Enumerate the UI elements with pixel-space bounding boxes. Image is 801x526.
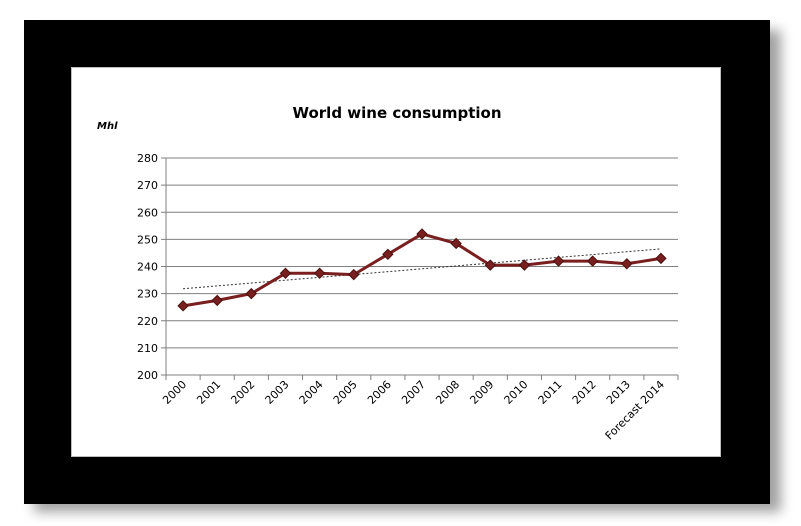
x-tick-label-6: 2006 [365,378,394,407]
y-tick-label-280: 280 [137,152,158,165]
x-tick-label-1: 2001 [194,378,223,407]
data-point-2002 [245,287,258,300]
x-tick-label-2: 2002 [228,378,257,407]
x-tick-label-11: 2011 [536,378,565,407]
y-tick-label-260: 260 [137,206,158,219]
data-point-2001 [211,294,223,307]
y-tick-label-210: 210 [137,342,158,355]
x-tick-label-5: 2005 [331,378,360,407]
y-tick-label-240: 240 [137,261,158,274]
x-tick-label-9: 2009 [467,378,496,407]
data-point-2006 [382,248,394,261]
data-point-2007 [416,228,428,240]
data-point-forecast-2014 [655,252,667,265]
data-point-2013 [621,258,633,270]
data-point-2005 [348,268,360,281]
x-tick-label-7: 2007 [399,378,428,407]
y-tick-label-220: 220 [137,315,158,328]
data-point-2004 [313,267,326,279]
x-tick-label-12: 2012 [570,378,599,407]
data-point-2011 [552,255,565,267]
x-tick-label-8: 2008 [433,378,462,407]
y-tick-label-250: 250 [137,233,158,246]
x-tick-label-4: 2004 [297,378,326,407]
data-point-2000 [177,300,189,312]
data-point-2003 [279,267,292,279]
x-tick-label-14: Forecast 2014 [603,378,667,442]
y-tick-label-270: 270 [137,179,158,192]
chart-title: World wine consumption [292,104,502,122]
data-point-2008 [450,237,462,250]
data-point-2012 [586,255,599,267]
y-unit-label: Mhl [97,121,118,132]
x-tick-label-0: 2000 [160,378,189,407]
y-tick-label-200: 200 [137,369,158,382]
x-tick-label-3: 2003 [263,378,292,407]
trendline [183,248,661,290]
x-tick-label-10: 2010 [502,378,531,407]
data-point-2009 [484,259,496,271]
y-tick-label-230: 230 [137,288,158,301]
x-tick-label-13: 2013 [604,378,633,407]
data-point-2010 [518,259,531,271]
